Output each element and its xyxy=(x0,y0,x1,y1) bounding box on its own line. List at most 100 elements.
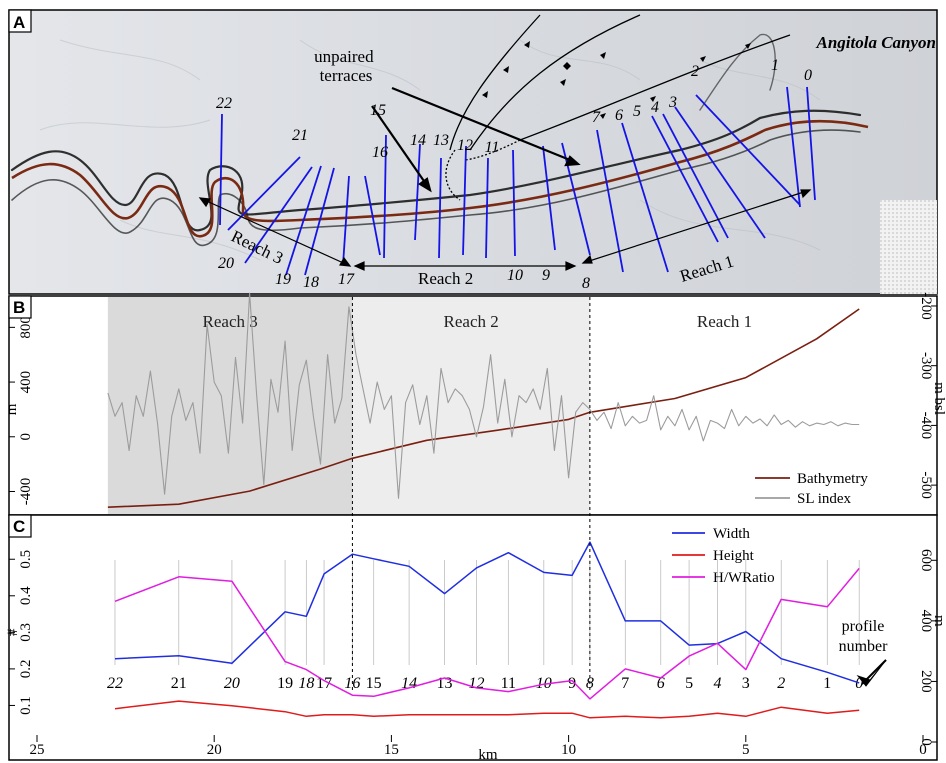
b-right-tick-label: -500 xyxy=(918,471,934,499)
profile-line-3 xyxy=(674,106,766,239)
profile-number-21: 21 xyxy=(171,675,187,692)
profile-number-12: 12 xyxy=(468,675,484,692)
profile-line-17 xyxy=(342,175,350,266)
legend-label-bathymetry: Bathymetry xyxy=(797,471,868,487)
profile-number-20: 20 xyxy=(224,675,240,692)
profile-line-21 xyxy=(227,156,301,231)
reach-label-reach-3: Reach 3 xyxy=(203,312,258,331)
b-right-tick-label: -400 xyxy=(918,412,934,440)
panel-c-series xyxy=(114,541,860,719)
profile-number-3: 3 xyxy=(742,675,750,692)
x-tick-label: 20 xyxy=(207,742,222,758)
panel-c-legend: Width Height H/WRatio profile number xyxy=(672,526,889,687)
profile-line-1 xyxy=(786,86,801,208)
profile-number-4: 4 xyxy=(713,675,721,692)
profile-label-21: 21 xyxy=(292,127,308,144)
profile-label-13: 13 xyxy=(433,132,449,149)
c-left-tick-label: 0.2 xyxy=(18,660,34,679)
profile-number-annotation-line2: number xyxy=(839,638,889,655)
profile-label-14: 14 xyxy=(410,132,426,149)
reach-label-reach-1: Reach 1 xyxy=(697,312,752,331)
profile-label-5: 5 xyxy=(633,103,641,120)
panel-b-legend: Bathymetry SL index xyxy=(755,471,868,507)
profile-number-15: 15 xyxy=(366,675,382,692)
profile-label-16: 16 xyxy=(372,144,388,161)
profile-label-0: 0 xyxy=(804,67,812,84)
profile-number-22: 22 xyxy=(107,675,123,692)
profile-line-15 xyxy=(383,134,387,259)
profile-line-9 xyxy=(542,145,556,251)
panel-b-series xyxy=(107,292,860,508)
legend-label-h-wratio: H/WRatio xyxy=(713,570,775,586)
x-tick-label: 0 xyxy=(919,742,927,758)
panel-a-letter: A xyxy=(13,13,25,32)
c-left-tick-label: 0.1 xyxy=(18,696,34,715)
profile-number-11: 11 xyxy=(501,675,516,692)
profile-line-5 xyxy=(651,115,719,243)
profile-line-11 xyxy=(485,157,489,259)
b-left-tick-label: 400 xyxy=(18,371,34,394)
map-texture xyxy=(39,39,821,261)
profile-label-18: 18 xyxy=(303,274,319,291)
profile-label-7: 7 xyxy=(592,109,601,126)
profile-line-18 xyxy=(304,167,335,276)
x-tick-label: 25 xyxy=(30,742,45,758)
profile-label-22: 22 xyxy=(216,95,232,112)
series-bathymetry xyxy=(107,308,860,508)
profile-label-4: 4 xyxy=(651,99,659,116)
series-width xyxy=(114,541,860,684)
profile-label-19: 19 xyxy=(275,271,291,288)
profile-label-11: 11 xyxy=(485,139,500,156)
profile-number-5: 5 xyxy=(685,675,693,692)
profile-label-10: 10 xyxy=(507,267,523,284)
fault-lines xyxy=(445,14,791,201)
reach-2-label-map: Reach 2 xyxy=(418,269,473,288)
panel-b-letter: B xyxy=(13,298,25,317)
map-frame xyxy=(8,9,938,295)
panel-c-letter: C xyxy=(13,517,25,536)
profile-number-2: 2 xyxy=(777,675,785,692)
panel-b-axes: -400 0 400 800 m -200 -300 -400 -500 m bsl xyxy=(4,292,946,505)
profile-number-14: 14 xyxy=(401,675,417,692)
profile-number-7: 7 xyxy=(621,675,629,692)
annotation-unpaired-terraces: unpaired terraces xyxy=(314,47,378,85)
c-right-tick-label: 400 xyxy=(918,610,934,633)
b-left-axis-label: m xyxy=(4,403,20,415)
profile-label-17: 17 xyxy=(338,271,355,288)
profile-label-12: 12 xyxy=(457,137,473,154)
profile-number-18: 18 xyxy=(298,675,314,692)
profile-label-3: 3 xyxy=(668,94,677,111)
panel-c-frame xyxy=(8,514,938,761)
profile-number-arrow xyxy=(856,659,887,687)
profile-line-22 xyxy=(219,113,223,226)
c-right-axis-label: m xyxy=(931,615,946,627)
profile-label-1: 1 xyxy=(771,57,779,74)
profile-line-16 xyxy=(364,175,381,256)
c-right-tick-label: 200 xyxy=(918,670,934,693)
profile-line-19 xyxy=(285,165,322,276)
profile-label-20: 20 xyxy=(218,255,234,272)
fault-ticks xyxy=(482,41,751,119)
profile-line-6 xyxy=(621,122,669,273)
profile-line-12 xyxy=(462,145,467,256)
profile-number-17: 17 xyxy=(316,675,332,692)
x-tick-label: 10 xyxy=(561,742,576,758)
x-tick-label: 5 xyxy=(742,742,750,758)
c-left-tick-label: 0.4 xyxy=(18,586,34,605)
profile-label-9: 9 xyxy=(542,267,550,284)
profile-label-8: 8 xyxy=(582,275,590,292)
b-right-tick-label: -300 xyxy=(918,352,934,380)
profile-line-7 xyxy=(596,129,624,273)
c-left-axis-label: # xyxy=(5,628,21,636)
profile-line-2 xyxy=(695,94,801,206)
series-sl-index xyxy=(107,292,860,499)
profile-line-20 xyxy=(244,166,313,264)
legend-label-height: Height xyxy=(713,548,755,564)
profile-line-4 xyxy=(662,113,729,239)
profile-number-1: 1 xyxy=(823,675,831,692)
c-left-tick-label: 0.5 xyxy=(18,550,34,569)
profile-number-annotation-line1: profile xyxy=(842,618,885,635)
